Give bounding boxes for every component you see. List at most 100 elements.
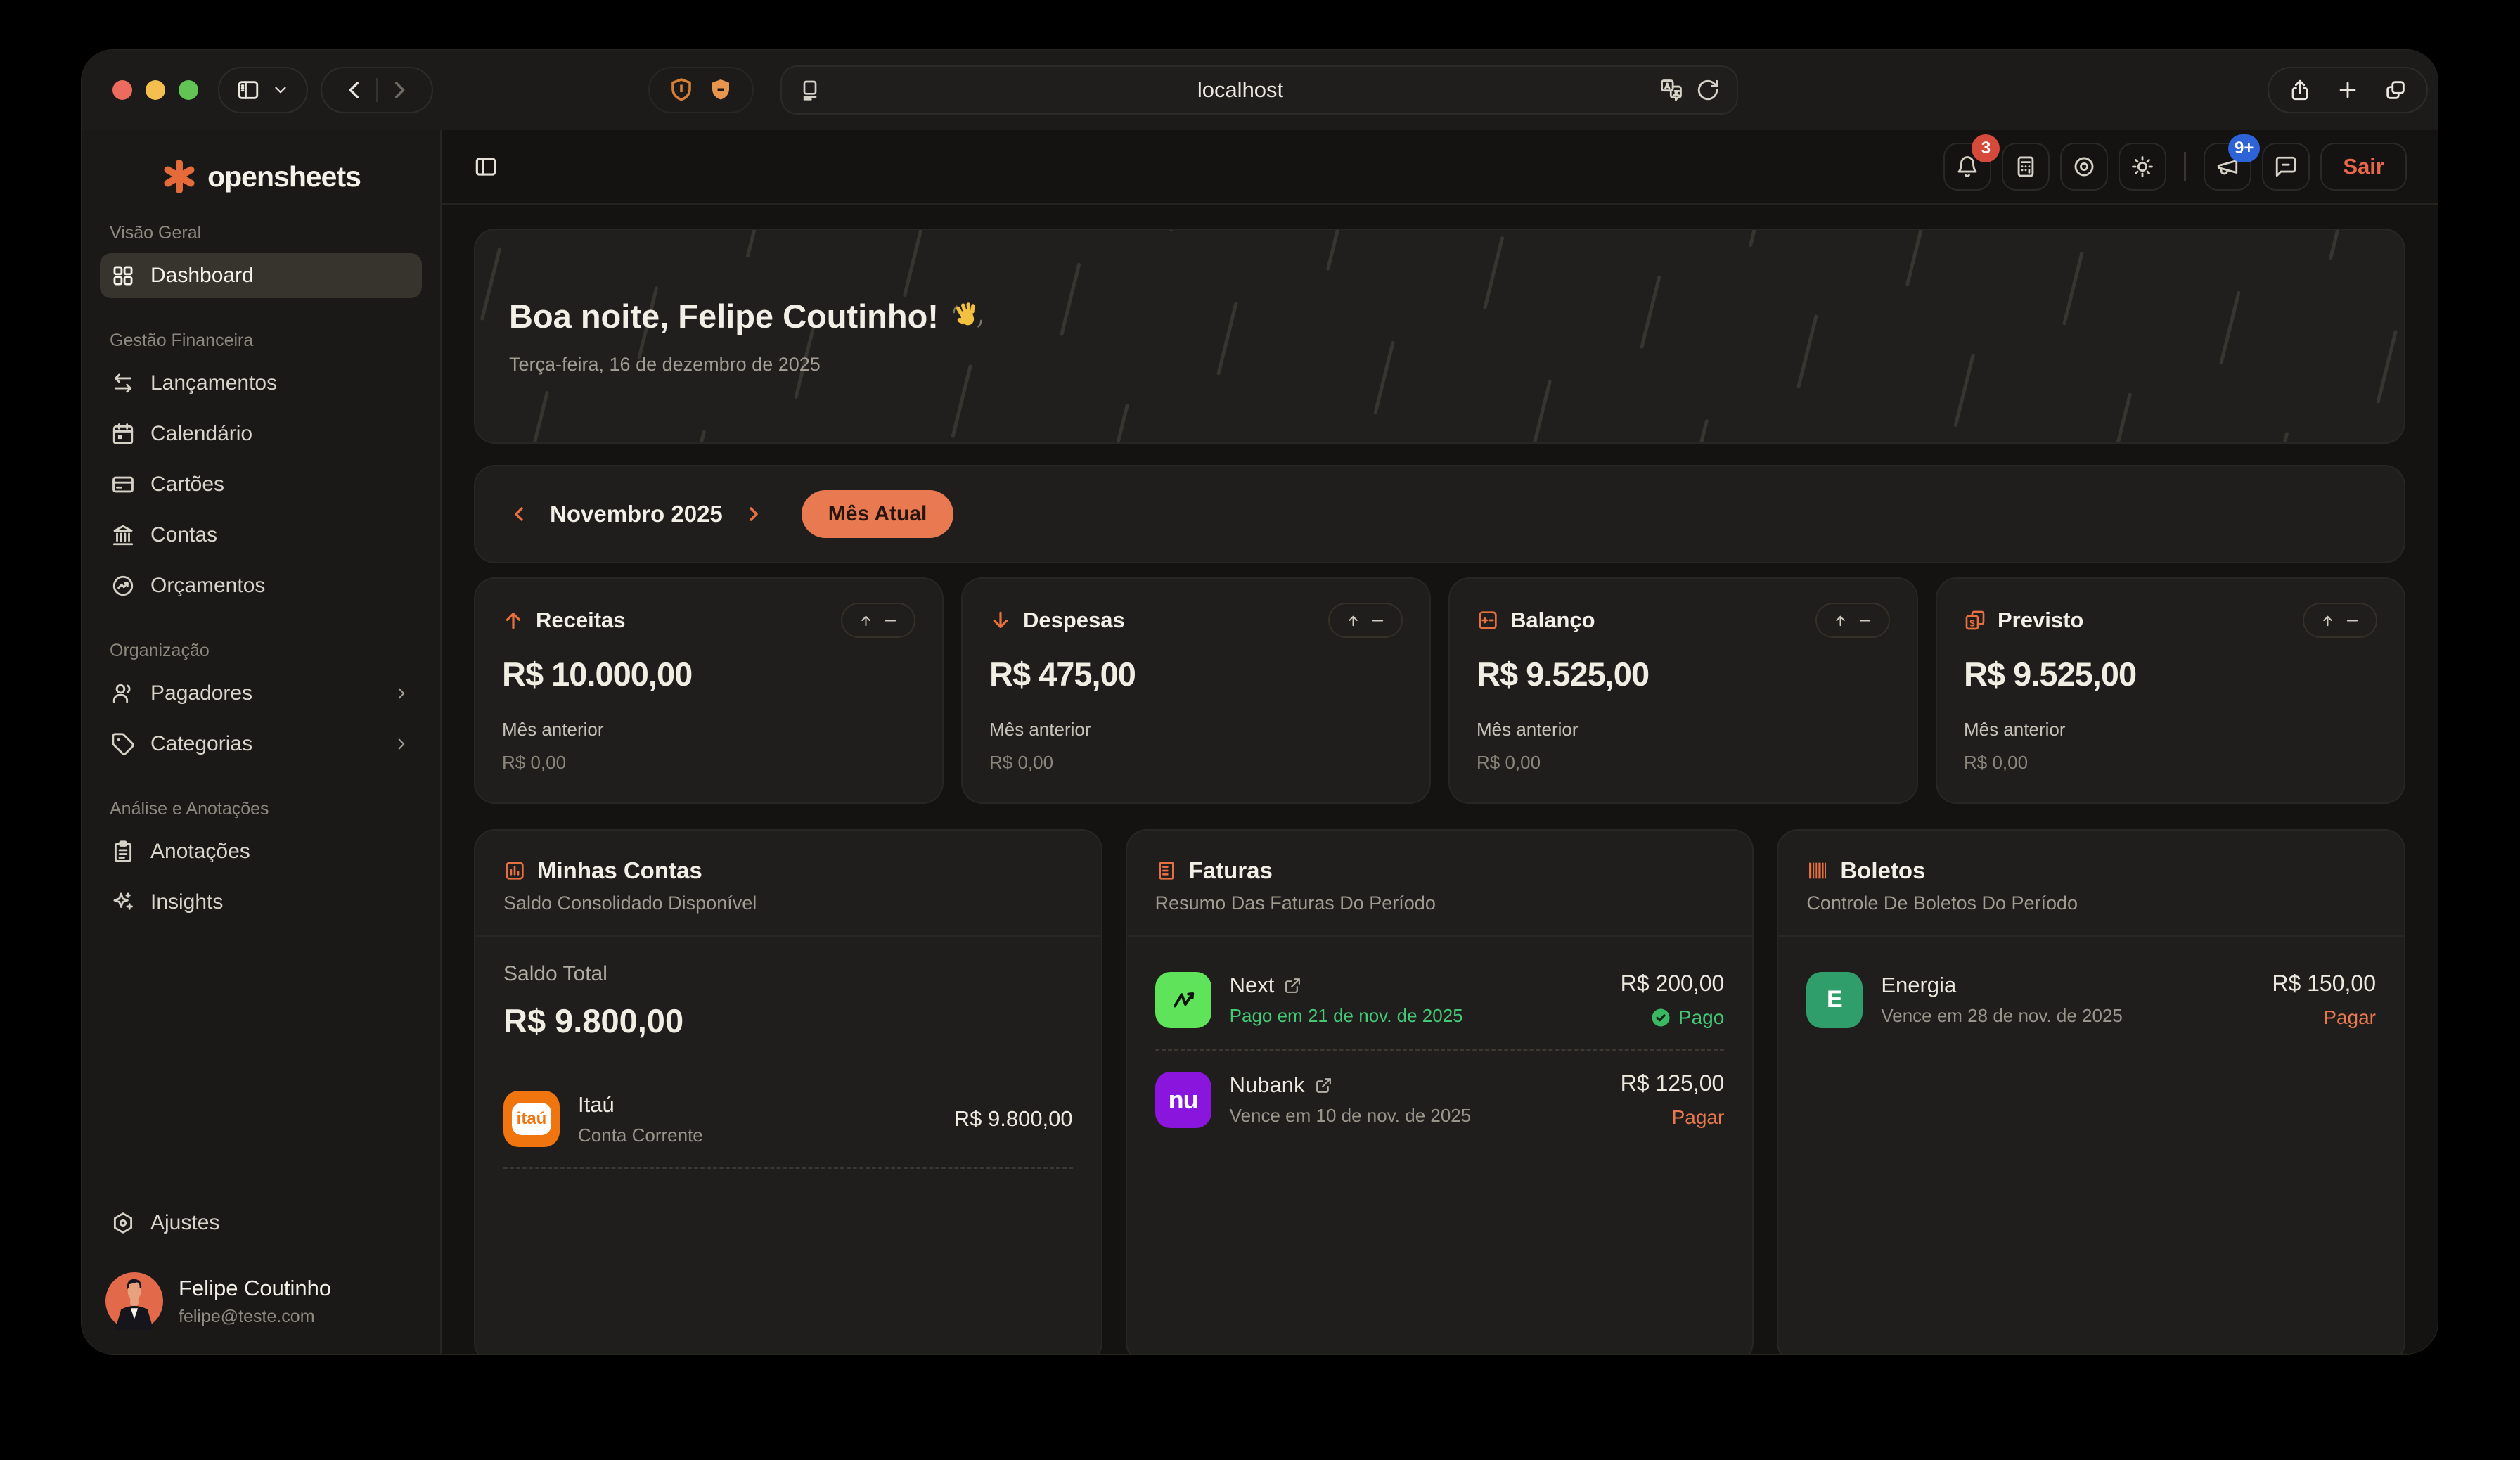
invoice-status: Pago <box>1621 1006 1724 1029</box>
minimize-window-button[interactable] <box>146 80 165 100</box>
chevron-down-icon <box>275 87 286 94</box>
section-label: Análise e Anotações <box>110 799 269 819</box>
back-icon[interactable] <box>342 78 366 102</box>
calculator-button[interactable] <box>2002 143 2050 191</box>
dashboard-content: Boa noite, Felipe Coutinho! <box>442 205 2438 1354</box>
sidebar-item-label: Insights <box>150 890 224 914</box>
check-circle-icon <box>1652 1008 1670 1027</box>
url-bar[interactable]: localhost <box>780 65 1738 115</box>
invoices-card: Faturas Resumo Das Faturas Do Período <box>1125 829 1754 1354</box>
announcements-button[interactable]: 9+ <box>2204 134 2261 191</box>
chevron-right-icon <box>398 738 405 750</box>
sidebar-item-lancamentos[interactable]: Lançamentos <box>100 361 422 406</box>
sidebar-item-pagadores[interactable]: Pagadores <box>100 671 422 716</box>
account-balance: R$ 9.800,00 <box>953 1106 1073 1131</box>
arrow-down-icon <box>993 611 1008 628</box>
stat-view-toggle[interactable] <box>2303 603 2377 638</box>
app-frame: opensheets Visão Geral Dashboard Gestão … <box>82 130 2438 1354</box>
notifications-button[interactable]: 3 <box>1943 134 2000 191</box>
sidebar-item-cartoes[interactable]: Cartões <box>100 462 422 507</box>
collapse-sidebar-button[interactable] <box>472 153 499 180</box>
trend-up-icon <box>2323 615 2332 626</box>
clipboard-icon <box>114 840 132 862</box>
stat-value: R$ 9.525,00 <box>1477 655 1650 693</box>
account-row[interactable]: itaú Itaú Conta Corrente R$ 9.800,00 <box>503 1071 1073 1169</box>
trend-up-icon <box>1836 615 1845 626</box>
reload-icon[interactable] <box>1696 78 1720 102</box>
stat-card-balanco: Balanço R$ 9.525,00 Mês anterior R$ 0,00 <box>1448 577 1918 804</box>
translate-icon[interactable] <box>1659 78 1683 102</box>
shield-extension-icon[interactable] <box>669 77 694 103</box>
sidebar-item-orcamentos[interactable]: Orçamentos <box>100 563 422 608</box>
month-navigator: Novembro 2025 Mês Atual <box>474 465 2405 563</box>
theme-toggle-button[interactable] <box>2119 143 2167 191</box>
barcode-icon <box>1809 862 1827 879</box>
greeting-title-row: Boa noite, Felipe Coutinho! <box>509 297 2370 335</box>
stat-label: Balanço <box>1510 608 1595 632</box>
pay-boleto-button[interactable]: Pagar <box>2323 1006 2376 1028</box>
focus-button[interactable] <box>2060 143 2109 191</box>
sidebar-item-label: Lançamentos <box>150 371 278 395</box>
zoom-window-button[interactable] <box>179 80 198 100</box>
stat-view-toggle[interactable] <box>1328 603 1403 638</box>
trend-up-icon <box>1349 615 1358 626</box>
account-info: Itaú Conta Corrente <box>578 1092 703 1146</box>
next-month-button[interactable] <box>738 499 769 530</box>
sidebar-item-dashboard[interactable]: Dashboard <box>100 253 422 298</box>
sidebar-toggle-button[interactable] <box>218 67 308 113</box>
month-label: Novembro 2025 <box>550 501 723 527</box>
close-window-button[interactable] <box>112 80 132 100</box>
current-month-button[interactable]: Mês Atual <box>801 490 954 538</box>
account-type: Conta Corrente <box>578 1124 703 1146</box>
header-divider <box>2184 152 2187 181</box>
forward-icon[interactable] <box>387 78 411 102</box>
invoice-row[interactable]: Next Pago em 21 de nov. de 2025 R$ 200,0… <box>1155 951 1725 1051</box>
tab-overview-icon[interactable] <box>2384 78 2408 102</box>
dashboard-grid-icon <box>113 266 133 286</box>
stat-previous-value: R$ 0,00 <box>1964 752 2029 773</box>
tag-icon <box>112 733 134 755</box>
page-format-icon[interactable] <box>799 79 821 101</box>
greeting-card: Boa noite, Felipe Coutinho! <box>474 229 2405 444</box>
app-logo[interactable]: opensheets <box>100 158 422 195</box>
plus-minus-square-icon <box>1479 611 1497 629</box>
user-profile[interactable]: Felipe Coutinho felipe@teste.com <box>100 1272 422 1330</box>
new-tab-icon[interactable] <box>2336 78 2360 102</box>
sidebar-item-calendario[interactable]: Calendário <box>100 411 422 456</box>
header-actions: 3 9+ <box>1943 134 2407 191</box>
invoice-detail: Pago em 21 de nov. de 2025 <box>1229 1005 1463 1026</box>
sidebar-item-categorias[interactable]: Categorias <box>100 722 422 767</box>
boleto-name: Energia <box>1881 973 1957 997</box>
logout-button[interactable]: Sair <box>2320 143 2407 191</box>
shield-blocker-icon[interactable] <box>708 77 733 103</box>
logo-text: opensheets <box>207 160 361 193</box>
sidebar: opensheets Visão Geral Dashboard Gestão … <box>82 130 442 1354</box>
external-link-icon[interactable] <box>1284 977 1301 994</box>
accounts-card: Minhas Contas Saldo Consolidado Disponív… <box>474 829 1102 1354</box>
bank-icon <box>112 525 134 546</box>
sidebar-item-insights[interactable]: Insights <box>100 880 422 925</box>
sidebar-item-ajustes[interactable]: Ajustes <box>100 1200 422 1246</box>
invoice-name: Nubank <box>1229 1072 1305 1097</box>
transfer-arrows-icon <box>114 373 132 393</box>
sidebar-item-contas[interactable]: Contas <box>100 513 422 558</box>
share-icon[interactable] <box>2288 78 2312 102</box>
next-bank-logo <box>1155 971 1211 1028</box>
stat-view-toggle[interactable] <box>841 603 915 638</box>
boleto-row[interactable]: E Energia Vence em 28 de nov. de 2025 R$… <box>1806 951 2376 1049</box>
stat-view-toggle[interactable] <box>1815 603 1890 638</box>
invoice-info: Next Pago em 21 de nov. de 2025 <box>1230 973 1463 1027</box>
stat-card-receitas: Receitas R$ 10.000,00 Mês anterior R$ 0,… <box>474 577 944 804</box>
invoice-row[interactable]: nu Nubank Vence em 10 de nov. de 2025 <box>1155 1051 1725 1148</box>
total-balance-label: Saldo Total <box>503 962 608 985</box>
forecast-notes-icon: $ <box>1965 610 1985 630</box>
external-link-icon[interactable] <box>1315 1077 1332 1094</box>
sidebar-item-anotacoes[interactable]: Anotações <box>100 829 422 874</box>
previous-month-button[interactable] <box>503 499 534 530</box>
sidebar-spacer <box>100 930 422 1200</box>
pay-invoice-button[interactable]: Pagar <box>1671 1106 1725 1128</box>
sidebar-item-label: Orçamentos <box>150 574 266 597</box>
minus-icon <box>2346 620 2358 621</box>
sidebar-item-label: Dashboard <box>150 264 254 287</box>
feedback-button[interactable] <box>2262 143 2310 191</box>
